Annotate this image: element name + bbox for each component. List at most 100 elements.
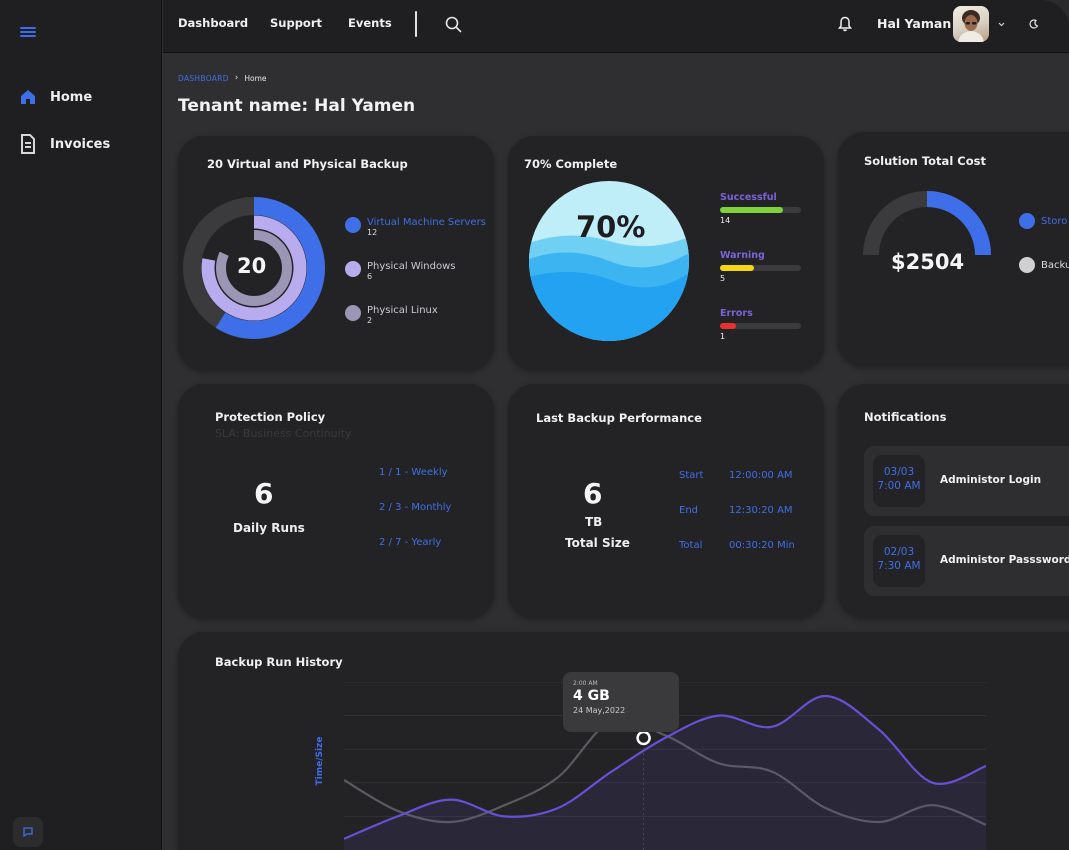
card-title: Last Backup Performance — [536, 411, 702, 425]
bar-label: Warning — [720, 250, 765, 261]
legend-label: Virtual Machine Servers — [367, 217, 486, 228]
legend-dot — [1019, 213, 1035, 229]
home-icon — [18, 87, 38, 107]
notification-item[interactable]: 03/03 7:00 AM Administor Login — [864, 446, 1069, 516]
legend-value: 12 — [367, 228, 378, 237]
bar-track — [720, 323, 801, 329]
status-bar-successful: Successful 14 — [720, 192, 801, 225]
legend-item: Backu — [1019, 257, 1069, 273]
tooltip-time: 2:00 AM — [573, 680, 598, 687]
schedule-yearly: 2 / 7 - Yearly — [379, 537, 442, 548]
notification-date: 03/03 7:00 AM — [873, 455, 925, 507]
notification-date: 02/03 7:30 AM — [873, 535, 925, 587]
hamburger-icon[interactable] — [20, 25, 36, 39]
card-title: Notifications — [864, 410, 947, 424]
bar-value: 5 — [720, 274, 726, 283]
series-area — [344, 695, 986, 850]
breadcrumb-parent[interactable]: DASHBOARD — [178, 73, 229, 83]
legend-label: Storo — [1041, 216, 1068, 227]
total-size-value: 6 — [583, 477, 603, 510]
legend-dot — [345, 217, 361, 233]
sidebar-item-label: Invoices — [50, 136, 111, 152]
nav-dashboard[interactable]: Dashboard — [178, 16, 249, 30]
moon-icon[interactable] — [1029, 19, 1039, 29]
y-axis-label: Time/Size — [315, 736, 325, 786]
chat-icon — [23, 827, 33, 838]
notification-item[interactable]: 02/03 7:30 AM Administor Passsword Ch — [864, 526, 1069, 596]
chart-tooltip: 2:00 AM 4 GB 24 May,2022 — [563, 672, 679, 732]
legend-item: Virtual Machine Servers 12 — [345, 217, 486, 237]
daily-runs-count: 6 — [254, 477, 274, 510]
legend-dot — [345, 305, 361, 321]
page-title: Tenant name: Hal Yamen — [178, 96, 416, 116]
card-title: Solution Total Cost — [864, 154, 986, 168]
tooltip-value: 4 GB — [573, 688, 610, 704]
bar-value: 1 — [720, 332, 726, 341]
search-icon[interactable] — [445, 16, 462, 33]
legend-item: Physical Windows 6 — [345, 261, 456, 281]
avatar[interactable] — [953, 6, 989, 42]
completion-percent: 70% — [576, 210, 646, 244]
perf-value-end: 12:30:20 AM — [729, 505, 793, 516]
series-line — [344, 694, 986, 840]
status-bar-errors: Errors 1 — [720, 308, 801, 341]
card-title: 70% Complete — [524, 157, 618, 171]
divider — [415, 11, 417, 37]
backup-history-chart — [344, 682, 986, 850]
total-size-unit: TB — [585, 515, 603, 529]
legend-dot — [1019, 257, 1035, 273]
bar-label: Successful — [720, 192, 777, 203]
legend-dot — [345, 261, 361, 277]
legend-label: Physical Windows — [367, 261, 456, 272]
user-name[interactable]: Hal Yaman — [877, 16, 952, 31]
bar-fill — [720, 207, 783, 213]
donut-center — [228, 242, 280, 294]
sidebar-item-label: Home — [50, 89, 93, 105]
tooltip-date: 24 May,2022 — [573, 706, 626, 715]
backup-donut-chart — [183, 197, 325, 339]
legend-item: Physical Linux 2 — [345, 305, 438, 325]
card-title: Backup Run History — [215, 655, 343, 669]
perf-value-start: 12:00:00 AM — [729, 470, 793, 481]
schedule-weekly: 1 / 1 - Weekly — [379, 467, 448, 478]
protection-policy-card — [178, 384, 494, 618]
sidebar: Home Invoices — [0, 0, 162, 850]
nav-events[interactable]: Events — [348, 16, 392, 30]
highlight-point[interactable] — [636, 730, 651, 746]
card-title: 20 Virtual and Physical Backup — [207, 157, 408, 171]
card-title: Protection Policy — [215, 410, 326, 424]
cost-amount: $2504 — [891, 250, 965, 274]
perf-value-total: 00:30:20 Min — [729, 540, 795, 551]
gauge-fill — [926, 191, 991, 256]
perf-label-total: Total — [679, 540, 703, 551]
bar-label: Errors — [720, 308, 753, 319]
nav-support[interactable]: Support — [270, 16, 323, 30]
sidebar-item-home[interactable]: Home — [18, 87, 92, 107]
sidebar-item-invoices[interactable]: Invoices — [18, 134, 110, 154]
notification-text: Administor Passsword Ch — [940, 554, 1069, 566]
donut-segment-vms — [183, 197, 325, 339]
chevron-right-icon: › — [234, 73, 239, 83]
breadcrumb-current: Home — [244, 73, 267, 83]
chevron-down-icon[interactable] — [998, 22, 1005, 27]
top-bar: Dashboard Support Events Hal Yaman — [163, 0, 1069, 53]
legend-label: Backu — [1041, 260, 1069, 271]
cost-gauge — [863, 191, 991, 256]
perf-label-start: Start — [679, 470, 704, 481]
notification-text: Administor Login — [940, 474, 1042, 486]
donut-segment-linux — [216, 230, 292, 306]
legend-value: 6 — [367, 272, 373, 281]
bar-track — [720, 265, 801, 271]
chat-button[interactable] — [13, 817, 43, 847]
completion-gauge — [529, 181, 689, 341]
bell-icon[interactable] — [838, 16, 852, 32]
backup-performance-card — [508, 384, 824, 618]
backup-history-card — [178, 632, 1069, 850]
bar-track — [720, 207, 801, 213]
schedule-monthly: 2 / 3 - Monthly — [379, 502, 452, 513]
backup-total: 20 — [237, 254, 267, 278]
legend-value: 2 — [367, 316, 373, 325]
document-icon — [18, 134, 38, 154]
series-line — [344, 718, 986, 826]
